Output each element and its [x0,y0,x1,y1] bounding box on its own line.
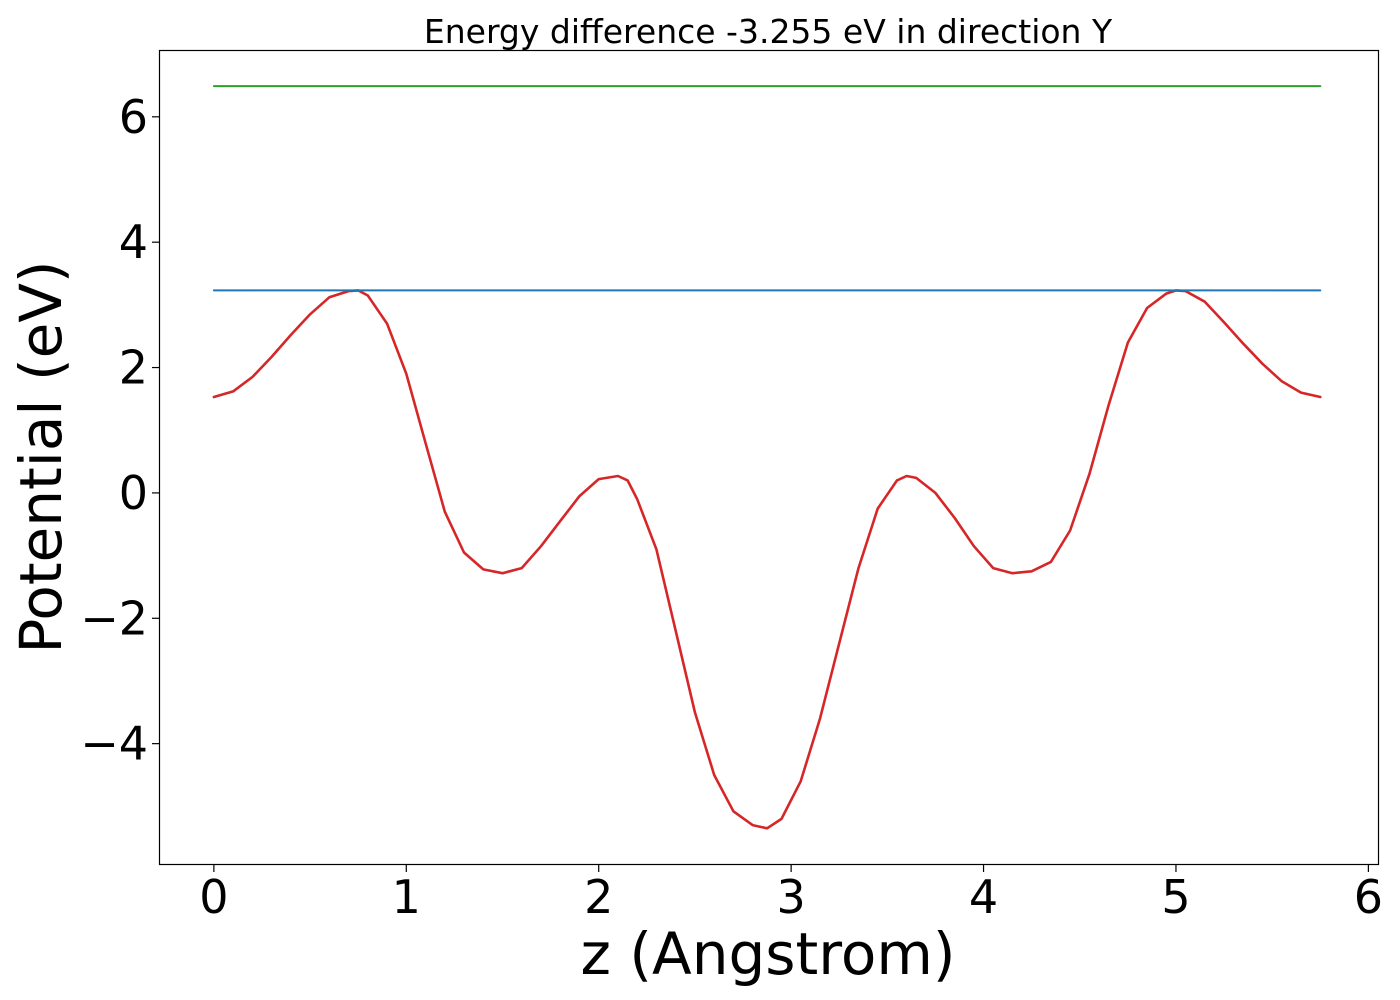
x-tick-label: 4 [969,870,998,924]
x-axis-label: z (Angstrom) [581,920,956,988]
y-axis-label: Potential (eV) [7,260,75,653]
chart-title: Energy difference -3.255 eV in direction… [424,12,1113,51]
series-layer [212,85,1322,830]
y-tick-label: 4 [119,215,148,269]
y-tick-label: −2 [80,591,148,645]
x-tick-label: 0 [199,870,228,924]
x-tick-label: 3 [776,870,805,924]
y-tick-label: 2 [119,341,148,395]
y-axis-ticks: −4 −2 0 2 4 6 [80,90,160,771]
y-tick-label: 0 [119,466,148,520]
series-line-0 [212,289,1322,830]
x-axis-ticks: 0 1 2 3 4 5 6 [199,864,1383,924]
x-tick-label: 1 [392,870,421,924]
x-tick-label: 5 [1161,870,1190,924]
x-tick-label: 6 [1354,870,1383,924]
plot-frame [158,49,1380,866]
x-tick-label: 2 [584,870,613,924]
y-tick-label: −4 [80,717,148,771]
y-tick-label: 6 [119,90,148,144]
